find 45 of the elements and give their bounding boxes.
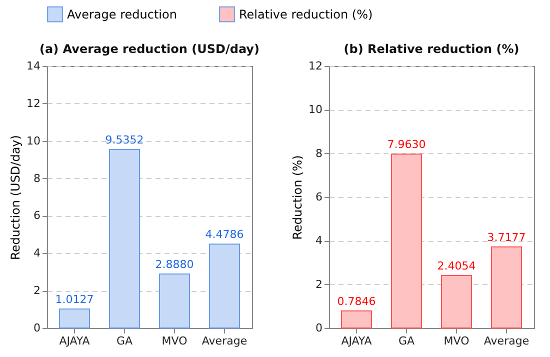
y-tick-label: 12 (26, 96, 40, 110)
y-tick-label: 6 (316, 190, 322, 204)
x-tick-label: MVO (162, 334, 188, 348)
y-axis-title: Reduction (%) (290, 155, 305, 240)
bar (441, 274, 472, 328)
data-label: 1.0127 (55, 293, 94, 306)
y-tick-label: 4 (34, 246, 40, 260)
y-axis-title: Reduction (USD/day) (8, 135, 23, 260)
y-tick-label: 0 (316, 322, 322, 334)
bar (209, 244, 240, 328)
data-label: 7.9630 (387, 138, 426, 152)
legend-label: Average reduction (67, 7, 177, 22)
y-tick-label: 12 (308, 60, 322, 72)
y-tick-label: 2 (34, 284, 40, 298)
x-tick-label: Average (484, 334, 530, 348)
bar (109, 149, 140, 328)
x-tick-label: AJAYA (341, 334, 372, 348)
chart-title: (b) Relative reduction (%) (344, 42, 520, 56)
y-tick-label: 6 (34, 209, 40, 222)
data-label: 2.4054 (437, 259, 476, 272)
data-label: 0.7846 (337, 294, 376, 308)
data-label: 3.7177 (487, 230, 526, 244)
bar (391, 154, 422, 328)
y-tick-label: 10 (308, 103, 322, 116)
data-label: 2.8880 (155, 258, 194, 271)
bar (341, 310, 372, 328)
y-tick-label: 0 (34, 322, 40, 334)
data-label: 4.4786 (205, 228, 244, 242)
bar (491, 246, 522, 328)
y-tick-label: 8 (34, 172, 40, 185)
x-tick-label: MVO (444, 334, 470, 348)
legend-label: Relative reduction (%) (239, 7, 373, 22)
x-tick-label: GA (398, 334, 415, 348)
bar (159, 273, 190, 328)
bar (59, 308, 90, 328)
y-tick-label: 4 (316, 234, 322, 248)
y-tick-label: 14 (26, 60, 40, 72)
data-label: 9.5352 (105, 134, 144, 147)
chart-title: (a) Average reduction (USD/day) (40, 42, 260, 56)
y-tick-label: 2 (316, 278, 322, 291)
x-tick-label: AJAYA (59, 334, 90, 348)
y-tick-label: 8 (316, 146, 322, 160)
x-tick-label: GA (116, 334, 133, 348)
x-tick-label: Average (202, 334, 248, 348)
y-tick-label: 10 (26, 134, 40, 148)
